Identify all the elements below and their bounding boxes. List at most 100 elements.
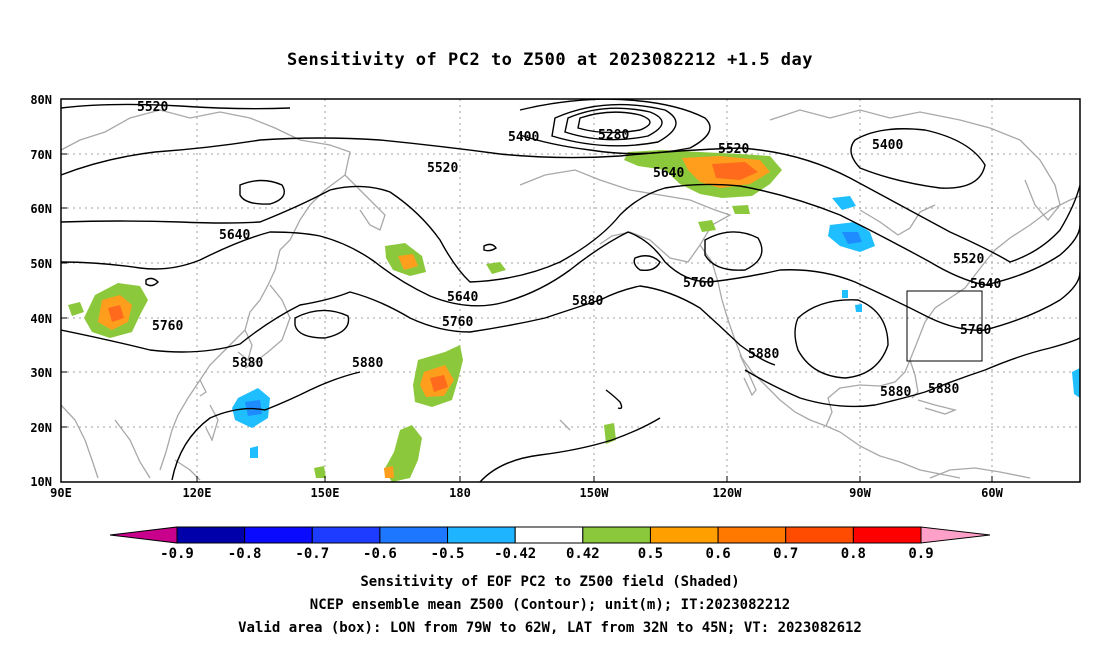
colorbar-label: -0.7 bbox=[295, 546, 329, 562]
contour-label: 5760 bbox=[442, 315, 473, 330]
lon-label: 90E bbox=[50, 486, 72, 500]
coast-kamchatka bbox=[344, 174, 386, 231]
lat-label: 10N bbox=[30, 475, 52, 489]
lat-label: 70N bbox=[30, 148, 52, 162]
lon-axis-labels: 90E 120E 150E 180 150W 120W 90W 60W bbox=[50, 486, 1003, 500]
lat-label: 80N bbox=[30, 93, 52, 107]
contour-5280-inner bbox=[577, 111, 651, 134]
contour-5880-a bbox=[61, 285, 776, 366]
contour-small-dot-2 bbox=[145, 277, 159, 287]
contour-label: 5520 bbox=[953, 252, 984, 267]
contour-label: 5520 bbox=[427, 161, 458, 176]
coast-indochina bbox=[114, 419, 151, 479]
coast-philippines bbox=[205, 404, 219, 442]
colorbar-box bbox=[379, 526, 449, 544]
colorbar-box bbox=[649, 526, 719, 544]
coast-borneo bbox=[174, 459, 201, 481]
colorbar-box bbox=[852, 526, 922, 544]
lat-label: 40N bbox=[30, 312, 52, 326]
shade-positive-alaska bbox=[624, 150, 782, 232]
colorbar-label: 0.6 bbox=[705, 546, 730, 562]
contour-label: 5640 bbox=[653, 166, 684, 181]
contour-label: 5880 bbox=[232, 356, 263, 371]
lon-label: 180 bbox=[449, 486, 471, 500]
colorbar-boxes bbox=[176, 526, 922, 544]
lon-label: 150E bbox=[311, 486, 340, 500]
contour-label: 5760 bbox=[960, 323, 991, 338]
contour-label: 5400 bbox=[872, 138, 903, 153]
coast-arctic-islands bbox=[769, 109, 1021, 141]
shade-negative-canada bbox=[828, 196, 1080, 398]
contour-5880-south bbox=[479, 417, 661, 482]
colorbar-box bbox=[244, 526, 313, 544]
lon-label: 120E bbox=[183, 486, 212, 500]
shade-positive-japan-west bbox=[68, 283, 148, 338]
coast-alaska bbox=[519, 169, 732, 263]
footer-line-1: Sensitivity of EOF PC2 to Z500 field (Sh… bbox=[360, 574, 740, 590]
shade-negative-philippine-sea bbox=[232, 388, 270, 458]
contour-label: 5520 bbox=[137, 100, 168, 115]
contour-labels: 5520 5400 5280 5520 5520 5400 5640 5640 … bbox=[137, 100, 1001, 400]
colorbar-label: -0.8 bbox=[228, 546, 262, 562]
colorbar-label: 0.9 bbox=[908, 546, 933, 562]
coastlines bbox=[61, 109, 1080, 481]
z500-contours bbox=[61, 99, 1080, 482]
shade-positive-kamchatka bbox=[385, 243, 506, 276]
contour-label: 5880 bbox=[352, 356, 383, 371]
colorbar-label: 0.5 bbox=[638, 546, 663, 562]
contour-label: 5880 bbox=[928, 382, 959, 397]
contour-label: 5640 bbox=[219, 228, 250, 243]
contour-label: 5640 bbox=[970, 277, 1001, 292]
shade-positive-dateline bbox=[314, 345, 616, 482]
contour-small-dot bbox=[483, 243, 497, 252]
lat-label: 60N bbox=[30, 202, 52, 216]
colorbar-box bbox=[582, 526, 651, 544]
colorbar-labels: -0.9 -0.8 -0.7 -0.6 -0.5 -0.42 0.42 0.5 0.6 0.7 0.… bbox=[160, 546, 934, 562]
colorbar-box bbox=[447, 526, 516, 544]
contour-label: 5880 bbox=[748, 347, 779, 362]
contour-label: 5880 bbox=[880, 385, 911, 400]
contour-5340 bbox=[551, 103, 677, 147]
footer-line-2: NCEP ensemble mean Z500 (Contour); unit(… bbox=[309, 597, 791, 613]
contour-label: 5760 bbox=[152, 319, 183, 334]
lat-label: 50N bbox=[30, 257, 52, 271]
contour-5640-small bbox=[633, 255, 661, 272]
coast-central-america bbox=[839, 431, 961, 479]
coast-cuba bbox=[917, 399, 958, 415]
coast-south-america bbox=[929, 467, 1031, 479]
coast-na-east bbox=[909, 195, 1080, 361]
contour-5880-ring-west bbox=[294, 309, 350, 339]
coast-na-west bbox=[699, 244, 841, 433]
sensitivity-shading bbox=[68, 150, 1080, 482]
coast-india bbox=[61, 404, 99, 479]
colorbar-label: -0.5 bbox=[431, 546, 465, 562]
colorbar-box bbox=[717, 526, 787, 544]
colorbar-low-extend bbox=[109, 526, 178, 544]
contour-label: 5520 bbox=[718, 142, 749, 157]
contour-5520-ring bbox=[239, 179, 285, 205]
coast-taiwan bbox=[199, 379, 207, 397]
map-frame bbox=[60, 98, 1081, 483]
ticks bbox=[61, 98, 993, 482]
colorbar-label: -0.42 bbox=[494, 546, 536, 562]
colorbar: -0.9 -0.8 -0.7 -0.6 -0.5 -0.42 0.42 0.5 0.6 0.7 0.… bbox=[109, 526, 991, 562]
colorbar-label: 0.7 bbox=[773, 546, 798, 562]
colorbar-box bbox=[785, 526, 854, 544]
footer-line-3: Valid area (box): LON from 79W to 62W, L… bbox=[238, 620, 862, 636]
contour-5520-north bbox=[61, 103, 291, 110]
contour-5880-west-loop bbox=[171, 371, 361, 481]
colorbar-box bbox=[176, 526, 246, 544]
colorbar-box bbox=[311, 526, 381, 544]
contour-label: 5280 bbox=[598, 128, 629, 143]
contour-label: 5640 bbox=[447, 290, 478, 305]
coast-hawaii bbox=[559, 419, 571, 431]
coast-greenland bbox=[1019, 139, 1061, 222]
contour-5280 bbox=[564, 107, 663, 141]
lat-label: 20N bbox=[30, 421, 52, 435]
lon-label: 150W bbox=[580, 486, 610, 500]
contour-5760-a bbox=[61, 231, 1080, 331]
lon-label: 60W bbox=[981, 486, 1003, 500]
coast-baja bbox=[739, 354, 757, 397]
colorbar-label: -0.6 bbox=[363, 546, 397, 562]
